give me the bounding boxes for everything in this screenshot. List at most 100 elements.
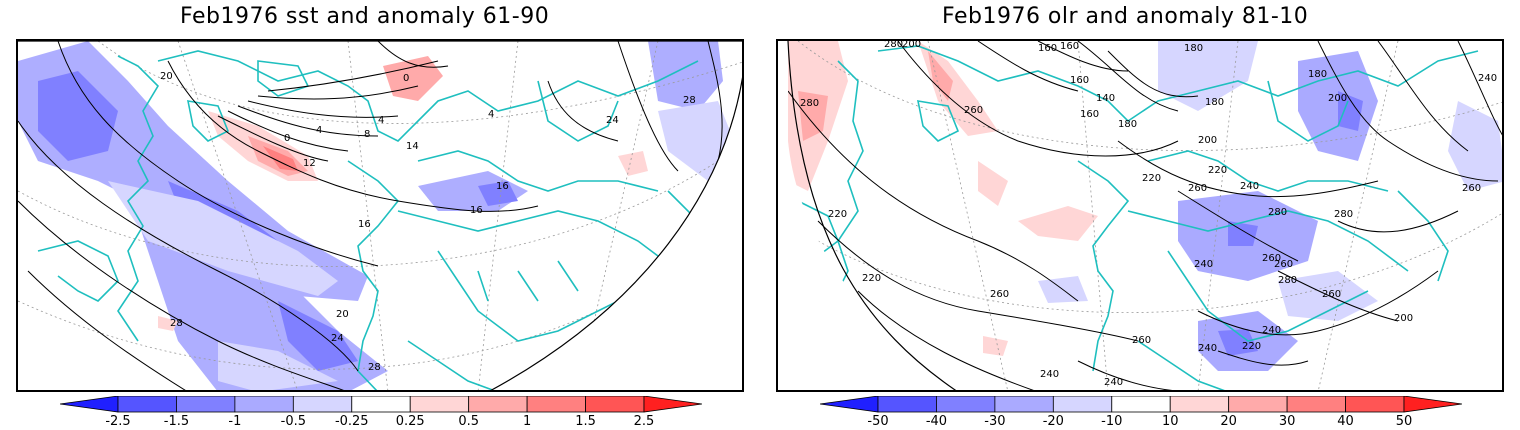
colorbar-swatch xyxy=(877,395,937,413)
contour-label: 4 xyxy=(488,109,494,120)
contour-label: 260 xyxy=(1274,259,1293,270)
colorbar-swatch xyxy=(585,395,645,413)
colorbar-swatch xyxy=(526,395,586,413)
olr-contours xyxy=(788,41,1502,390)
contour-label: 240 xyxy=(1194,259,1213,270)
contour-label: 160 xyxy=(1060,41,1079,52)
contour-label: 12 xyxy=(303,158,316,169)
contour-label: 16 xyxy=(496,181,509,192)
olr-contour-labels: 280 200 160 160 180 160 140 160 180 200 … xyxy=(800,41,1497,388)
sst-contour-labels: 20 0 4 4 8 0 12 16 16 16 24 28 20 24 28 … xyxy=(160,71,696,373)
contour-label: 14 xyxy=(406,141,419,152)
colorbar-arrow-low xyxy=(819,395,879,413)
contour-label: 220 xyxy=(1142,173,1161,184)
contour-label: 180 xyxy=(1205,97,1224,108)
contour-label: 240 xyxy=(1240,181,1259,192)
colorbar-tick-label: -1.5 xyxy=(163,414,190,429)
contour-label: 280 xyxy=(1278,275,1297,286)
colorbar-tick-label: -50 xyxy=(867,414,889,429)
colorbar-arrow-high xyxy=(643,395,703,413)
contour-label: 220 xyxy=(862,273,881,284)
colorbar-tick-label: 50 xyxy=(1395,414,1413,429)
colorbar-swatch xyxy=(176,395,236,413)
colorbar-swatch xyxy=(234,395,294,413)
contour-label: 0 xyxy=(403,73,409,84)
contour-label: 280 xyxy=(1334,209,1353,220)
colorbar-swatch xyxy=(1169,395,1230,413)
contour-label: 8 xyxy=(364,129,370,140)
sst-colorbar-swatches xyxy=(59,395,703,413)
colorbar-arrow-high xyxy=(1403,395,1463,413)
contour-label: 240 xyxy=(1040,369,1059,380)
contour-label: 16 xyxy=(358,219,371,230)
contour-label: 240 xyxy=(1104,377,1123,388)
colorbar-swatch xyxy=(1052,395,1113,413)
contour-label: 260 xyxy=(1462,183,1481,194)
colorbar-tick-label: -0.25 xyxy=(334,414,369,429)
colorbar-swatch xyxy=(936,395,996,413)
colorbar-swatch xyxy=(994,395,1054,413)
colorbar-swatch xyxy=(117,395,177,413)
contour-label: 160 xyxy=(1070,75,1089,86)
contour-label: 200 xyxy=(1328,93,1347,104)
sst-map-canvas: 20 0 4 4 8 0 12 16 16 16 24 28 20 24 28 … xyxy=(18,41,742,390)
olr-colorbar: -50 -40 -30 -20 -10 10 20 30 40 50 xyxy=(819,395,1463,430)
colorbar-tick-label: 30 xyxy=(1278,414,1296,429)
contour-label: 220 xyxy=(1208,165,1227,176)
colorbar-tick-label: -30 xyxy=(984,414,1006,429)
contour-label: 200 xyxy=(1198,135,1217,146)
colorbar-tick-label: 1.5 xyxy=(575,414,596,429)
olr-coastlines xyxy=(797,45,1479,390)
colorbar-tick-label: 0.25 xyxy=(395,414,425,429)
contour-label: 180 xyxy=(1184,43,1203,54)
contour-label: 260 xyxy=(1262,253,1281,264)
colorbar-tick-label: 2.5 xyxy=(633,414,655,429)
colorbar-swatch xyxy=(1345,395,1405,413)
contour-label: 180 xyxy=(1308,69,1327,80)
olr-map-canvas: 280 200 160 160 180 160 140 160 180 200 … xyxy=(787,41,1502,390)
contour-label: 260 xyxy=(964,105,983,116)
colorbar-tick-label: -10 xyxy=(1101,414,1123,429)
contour-label: 260 xyxy=(990,289,1009,300)
contour-label: 28 xyxy=(368,362,381,373)
contour-label: 180 xyxy=(1118,119,1137,130)
contour-label: 240 xyxy=(1198,343,1217,354)
contour-label: 28 xyxy=(683,95,696,106)
contour-label: 16 xyxy=(470,205,483,216)
olr-colorbar-swatches xyxy=(819,395,1463,413)
contour-label: 20 xyxy=(336,309,349,320)
colorbar-swatch xyxy=(468,395,528,413)
olr-negative-anomaly-shading xyxy=(1038,41,1502,371)
contour-label: 160 xyxy=(1038,43,1057,54)
contour-label: 280 xyxy=(884,41,903,50)
colorbar-tick-label: -20 xyxy=(1042,414,1064,429)
colorbar-swatch xyxy=(1228,395,1288,413)
contour-label: 220 xyxy=(1242,341,1261,352)
sst-map-boundary xyxy=(18,41,742,390)
olr-map-boundary xyxy=(787,41,957,390)
right-panel-title: Feb1976 olr and anomaly 81-10 xyxy=(942,4,1309,29)
contour-label: 4 xyxy=(316,125,322,136)
colorbar-swatch xyxy=(1286,395,1346,413)
contour-label: 28 xyxy=(170,318,183,329)
colorbar-swatch xyxy=(409,395,470,413)
contour-label: 4 xyxy=(378,115,384,126)
colorbar-tick-label: 0.5 xyxy=(458,414,479,429)
contour-label: 24 xyxy=(606,115,619,126)
sst-contours xyxy=(18,41,723,390)
sst-colorbar: -2.5 -1.5 -1 -0.5 -0.25 0.25 0.5 1 1.5 2.5 xyxy=(59,395,703,430)
colorbar-tick-label: 1 xyxy=(522,414,532,429)
olr-positive-anomaly-shading xyxy=(788,41,1098,356)
colorbar-swatch xyxy=(292,395,353,413)
contour-label: 240 xyxy=(1262,325,1281,336)
contour-label: 200 xyxy=(902,41,921,50)
contour-label: 24 xyxy=(331,333,344,344)
colorbar-tick-label: 10 xyxy=(1161,414,1179,429)
colorbar-tick-label: -1 xyxy=(228,414,242,429)
contour-label: 260 xyxy=(1322,289,1341,300)
colorbar-tick-label: -2.5 xyxy=(105,414,131,429)
colorbar-tick-label: 20 xyxy=(1220,414,1237,429)
colorbar-tick-label: 40 xyxy=(1337,414,1354,429)
contour-label: 280 xyxy=(800,98,819,109)
sst-map: 20 0 4 4 8 0 12 16 16 16 24 28 20 24 28 … xyxy=(16,39,744,392)
